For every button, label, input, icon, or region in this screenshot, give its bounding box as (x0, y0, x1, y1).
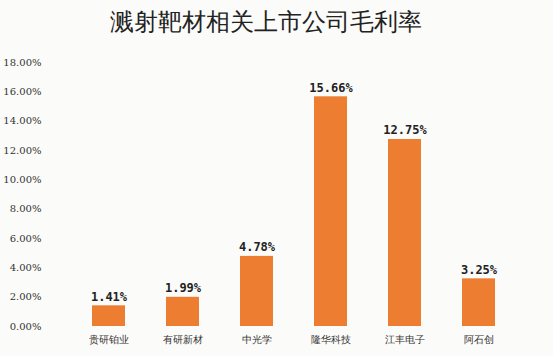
svg-text:18.00%: 18.00% (3, 57, 41, 68)
svg-text:江丰电子: 江丰电子 (385, 334, 425, 345)
svg-text:贵研铂业: 贵研铂业 (89, 334, 129, 345)
svg-text:12.75%: 12.75% (383, 123, 427, 137)
svg-text:1.99%: 1.99% (165, 281, 202, 295)
svg-text:3.25%: 3.25% (461, 263, 498, 277)
svg-text:12.00%: 12.00% (3, 145, 41, 156)
svg-text:阿石创: 阿石创 (464, 334, 494, 345)
html-text:溅射靶材相关上市公司毛利率: 溅射靶材相关上市公司毛利率 (110, 8, 422, 36)
svg-text:8.00%: 8.00% (10, 203, 42, 214)
svg-text:6.00%: 6.00% (10, 233, 42, 244)
svg-text:4.00%: 4.00% (10, 262, 42, 273)
svg-text:16.00%: 16.00% (3, 86, 41, 97)
svg-text:有研新材: 有研新材 (163, 334, 203, 345)
svg-text:14.00%: 14.00% (3, 115, 41, 126)
svg-text:0.00%: 0.00% (10, 321, 42, 332)
svg-text:中光学: 中光学 (242, 334, 272, 345)
svg-text:2.00%: 2.00% (10, 291, 42, 302)
svg-text:4.78%: 4.78% (239, 240, 276, 254)
svg-text:15.66%: 15.66% (309, 81, 353, 95)
svg-text:1.41%: 1.41% (91, 290, 128, 304)
svg-text:隆华科技: 隆华科技 (311, 334, 351, 345)
svg-text:10.00%: 10.00% (3, 174, 41, 185)
